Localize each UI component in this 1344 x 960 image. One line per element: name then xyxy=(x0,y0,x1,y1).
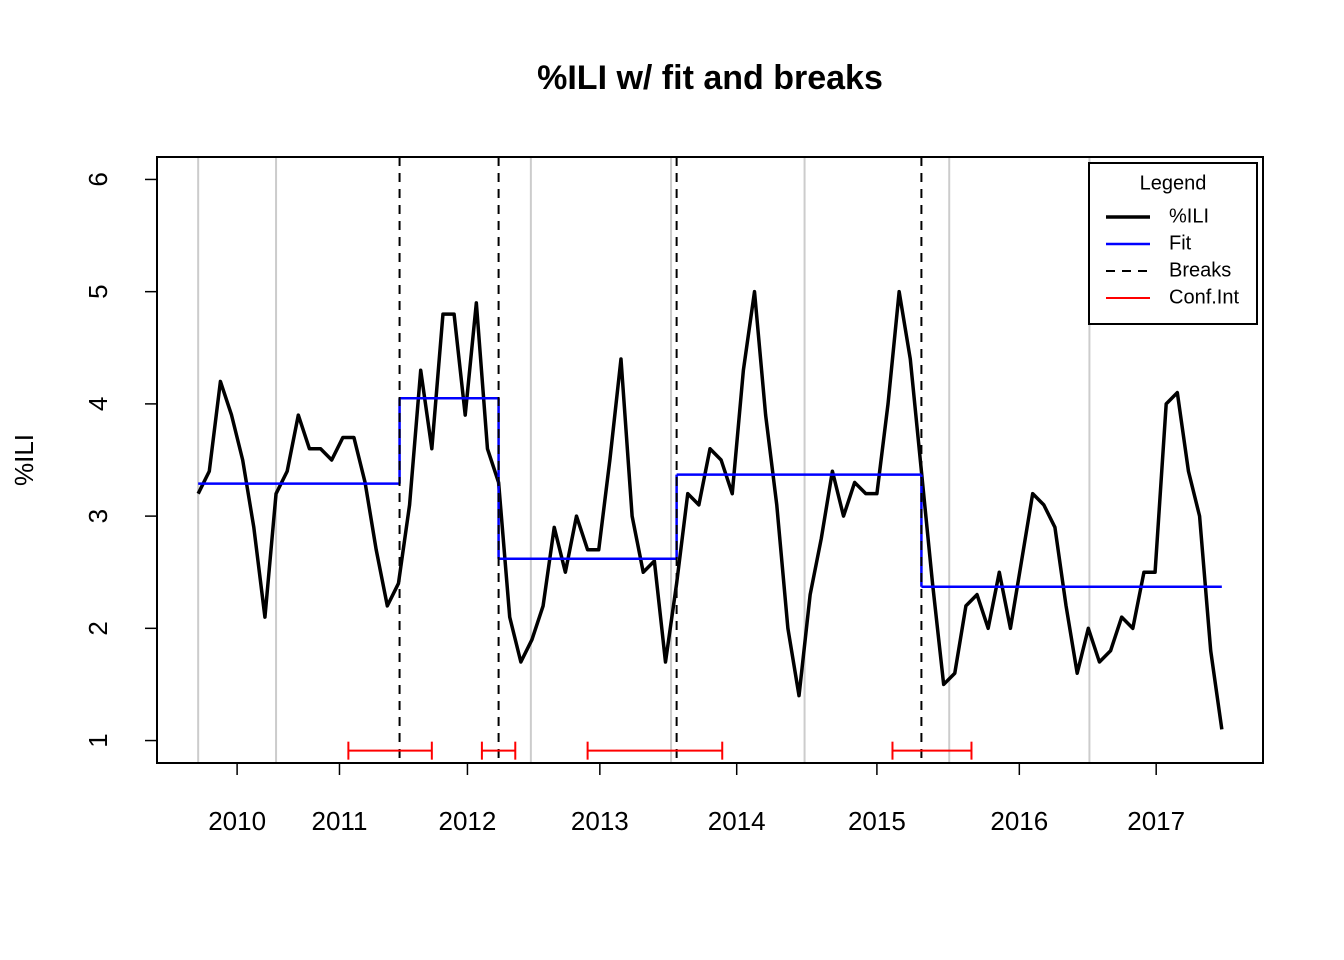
y-tick-label: 2 xyxy=(83,621,113,635)
legend-label: Conf.Int xyxy=(1169,286,1239,308)
x-tick-label: 2015 xyxy=(848,806,906,836)
y-tick-label: 1 xyxy=(83,733,113,747)
y-axis-label: %ILI xyxy=(9,434,39,486)
conf-interval xyxy=(347,741,433,760)
y-tick-label: 5 xyxy=(83,284,113,298)
x-tick-label: 2014 xyxy=(708,806,766,836)
data-line xyxy=(196,289,1224,730)
legend-label: Breaks xyxy=(1169,259,1231,281)
conf-interval xyxy=(586,741,724,760)
y-tick-label: 3 xyxy=(83,509,113,523)
y-tick-label: 6 xyxy=(83,172,113,186)
chart-title: %ILI w/ fit and breaks xyxy=(537,59,883,97)
x-tick-label: 2013 xyxy=(571,806,629,836)
x-tick-label: 2016 xyxy=(990,806,1048,836)
legend-title: Legend xyxy=(1140,172,1207,194)
x-tick-label: 2012 xyxy=(439,806,497,836)
x-tick-label: 2010 xyxy=(208,806,266,836)
plot-frame xyxy=(156,156,1264,764)
conf-interval xyxy=(891,741,973,760)
conf-interval xyxy=(480,741,517,760)
legend-label: %ILI xyxy=(1169,205,1209,227)
x-tick-label: 2017 xyxy=(1127,806,1185,836)
legend-label: Fit xyxy=(1169,232,1192,254)
y-tick-label: 4 xyxy=(83,397,113,411)
x-tick-label: 2011 xyxy=(312,806,368,836)
